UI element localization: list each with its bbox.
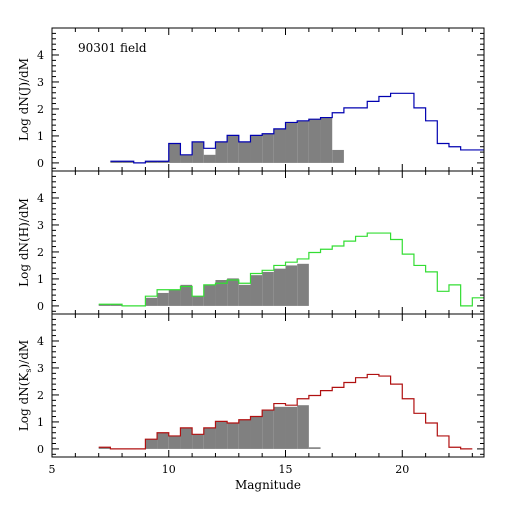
filled-bar [157,432,169,449]
filled-bar [273,406,286,449]
filled-bar [98,304,111,306]
y-tick-label: 4 [37,49,44,62]
filled-bar [157,161,169,163]
filled-bar [285,265,298,306]
filled-bar [203,427,216,449]
filled-bar [262,271,274,306]
y-tick-label: 2 [37,246,44,259]
y-tick-label: 3 [37,219,44,232]
x-tick-label: 10 [162,463,176,476]
filled-bar [110,304,123,306]
x-tick-label: 20 [395,463,409,476]
y-tick-label: 2 [37,389,44,402]
filled-bar [308,119,321,163]
filled-bar [180,427,193,449]
filled-bar [297,263,309,306]
y-ticks: 0 1 2 3 4 [37,27,484,170]
y-tick-label: 3 [37,76,44,89]
filled-bar [122,161,134,163]
y-tick-label: 0 [37,300,44,313]
filled-bar [168,289,181,306]
y-tick-label: 1 [37,130,44,143]
panel-annotation: 90301 field [78,41,147,55]
filled-bar [238,284,251,306]
filled-bar [215,141,228,163]
filled-bar [227,423,239,449]
filled-bar [285,406,298,449]
filled-bar [332,149,344,163]
filled-bar [308,447,321,449]
panel-1-marks [110,92,484,164]
x-tick-label: 15 [279,463,293,476]
filled-bar [262,133,274,163]
y-tick-label: 0 [37,157,44,170]
panel-2-marks [98,232,484,307]
y-tick-label: 4 [37,192,44,205]
filled-bar [227,135,239,163]
filled-bar [273,268,286,306]
y-tick-label: 2 [37,103,44,116]
x-ticks [51,314,473,457]
panel-2: 0 1 2 3 4 Log dN(H)/dM [17,170,485,315]
x-tick-label: 5 [49,463,56,476]
filled-bar [110,161,123,163]
step-histogram-line [98,232,484,307]
panel-3: 0 1 2 3 4 Log dN(Ks)/dM 5 10 15 20 Magnitude [17,313,485,492]
filled-bar [297,120,309,163]
filled-bar [180,284,193,306]
filled-bar [157,292,169,306]
panel-frame [51,313,485,458]
y-ticks: 0 1 2 3 4 [37,313,484,456]
y-ticks: 0 1 2 3 4 [37,170,484,313]
y-tick-label: 1 [37,416,44,429]
y-axis-title: Log dN(H)/dM [17,198,31,287]
y-tick-label: 4 [37,335,44,348]
y-axis-title: Log dN(Ks)/dM [17,340,33,431]
filled-bar [168,143,181,163]
y-tick-label: 1 [37,273,44,286]
filled-bar [98,447,111,449]
filled-bar [250,135,263,163]
x-axis-title: Magnitude [235,478,301,492]
y-tick-label: 0 [37,443,44,456]
filled-bar [238,141,251,163]
filled-bar [145,161,158,163]
filled-bar [168,435,181,449]
filled-bar [285,122,298,163]
filled-bar [192,141,204,163]
filled-bar [192,434,204,449]
filled-bar [227,278,239,306]
filled-bar [273,128,286,163]
y-axis-title: Log dN(J)/dM [17,58,31,141]
y-tick-label: 3 [37,362,44,375]
step-histogram-line [98,373,473,450]
x-ticks [51,171,473,314]
filled-bar [180,154,193,163]
filled-bar [250,416,263,449]
filled-bar [203,284,216,306]
filled-bar [262,410,274,449]
filled-bar [145,439,158,449]
filled-bar [238,419,251,449]
filled-bar [297,405,309,449]
filled-bar [215,421,228,449]
filled-bar [215,280,228,306]
panel-1: 0 1 2 3 4 Log dN(J)/dM 90301 field [17,27,485,172]
filled-bar [320,117,333,163]
panel-3-marks [98,373,473,450]
filled-bar [145,297,158,306]
step-histogram-line [110,92,484,164]
filled-bar [203,154,216,163]
filled-bar [192,296,204,306]
filled-bar [250,275,263,306]
